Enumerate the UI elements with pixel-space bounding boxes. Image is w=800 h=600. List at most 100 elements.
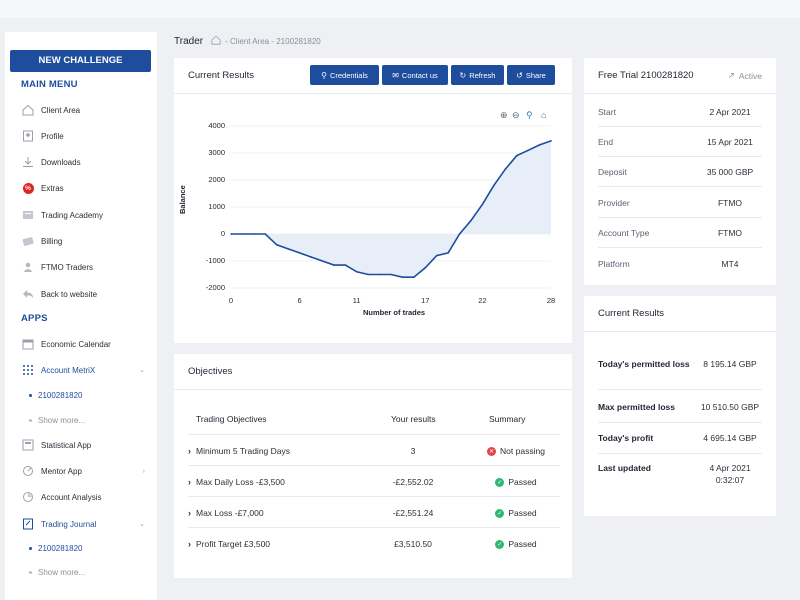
sidebar-item-label: Downloads xyxy=(41,157,81,167)
contact-us-button[interactable]: ✉ Contact us xyxy=(382,65,448,85)
trial-row-provider: Provider FTMO xyxy=(598,188,762,218)
sidebar-item-label: Mentor App xyxy=(41,466,82,476)
y-tick-label: 2000 xyxy=(208,175,225,184)
objective-name: Profit Target £3,500 xyxy=(196,539,271,549)
result-row-max-permitted-loss: Max permitted loss 10 510.50 GBP xyxy=(598,401,762,423)
objective-name: Max Loss -£7,000 xyxy=(196,508,264,518)
main-menu-title: MAIN MENU xyxy=(21,79,78,90)
trial-row-account-type: Account Type FTMO xyxy=(598,218,762,248)
sidebar-item-profile[interactable]: Profile xyxy=(21,128,151,144)
journal-show-more-label: Show more... xyxy=(38,568,86,577)
sidebar-item-back-to-website[interactable]: Back to website xyxy=(21,286,151,302)
sidebar-item-label: Account Analysis xyxy=(41,492,102,502)
row-value: FTMO xyxy=(717,227,743,238)
calendar-icon xyxy=(21,337,35,351)
row-value: 2 Apr 2021 xyxy=(709,106,751,117)
chevron-right-icon: › xyxy=(142,467,145,475)
row-key: Platform xyxy=(598,259,630,269)
user-icon xyxy=(21,129,35,143)
zoom-in-icon[interactable]: ⊕ xyxy=(500,110,508,120)
billing-icon xyxy=(21,234,35,248)
bullet-icon xyxy=(29,571,32,574)
reset-home-icon[interactable]: ⌂ xyxy=(541,110,547,120)
row-key: Today's permitted loss xyxy=(598,359,690,369)
breadcrumb: Trader - Client Area - 2100281820 xyxy=(174,35,321,48)
mentor-icon xyxy=(21,464,35,478)
card-title: Objectives xyxy=(188,366,233,377)
refresh-button[interactable]: ↻ Refresh xyxy=(451,65,504,85)
chevron-down-icon: ⌄ xyxy=(139,521,145,528)
sidebar-item-billing[interactable]: Billing xyxy=(21,233,151,249)
row-key: Max permitted loss xyxy=(598,402,675,412)
sidebar-item-ftmo-traders[interactable]: FTMO Traders xyxy=(21,259,151,275)
chevron-right-icon: › xyxy=(188,508,191,518)
objective-row[interactable]: › Profit Target £3,500 £3,510.50 ✓ Passed xyxy=(188,529,560,559)
objective-name: Max Daily Loss -£3,500 xyxy=(196,477,285,487)
objective-row[interactable]: › Max Loss -£7,000 -£2,551.24 ✓ Passed xyxy=(188,498,560,528)
academy-icon xyxy=(21,208,35,222)
trial-row-end: End 15 Apr 2021 xyxy=(598,127,762,157)
breadcrumb-path: - Client Area - 2100281820 xyxy=(225,37,321,46)
magnify-icon[interactable]: ⚲ xyxy=(526,110,533,120)
share-icon: ↺ xyxy=(516,70,523,80)
sidebar-item-trading-academy[interactable]: Trading Academy xyxy=(21,207,151,223)
zoom-out-icon[interactable]: ⊖ xyxy=(512,110,520,120)
sidebar-item-extras[interactable]: % Extras xyxy=(21,180,151,196)
new-challenge-button[interactable]: NEW CHALLENGE xyxy=(10,50,151,72)
trial-row-deposit: Deposit 35 000 GBP xyxy=(598,157,762,187)
page-title: Trader xyxy=(174,36,204,47)
sidebar: NEW CHALLENGE MAIN MENU Client Area Prof… xyxy=(5,32,157,600)
journal-account-link[interactable]: 2100281820 xyxy=(29,544,83,553)
home-icon[interactable] xyxy=(211,35,221,48)
sidebar-item-label: Profile xyxy=(41,131,64,141)
button-label: Credentials xyxy=(329,70,368,80)
top-bar xyxy=(0,0,800,18)
sidebar-item-label: Trading Journal xyxy=(41,519,97,529)
y-tick-label: -1000 xyxy=(205,256,225,265)
key-icon: ⚲ xyxy=(321,70,327,80)
objective-status: Passed xyxy=(508,539,537,549)
objective-row[interactable]: › Minimum 5 Trading Days 3 ✕ Not passing xyxy=(188,436,560,466)
objectives-card: Objectives xyxy=(174,354,572,578)
objective-result: 3 xyxy=(410,446,416,456)
metrix-show-more[interactable]: Show more... xyxy=(29,416,85,425)
sidebar-item-economic-calendar[interactable]: Economic Calendar xyxy=(21,336,151,352)
row-value: 4 695.14 GBP xyxy=(703,433,757,443)
x-tick-label: 6 xyxy=(297,296,302,305)
sidebar-item-statistical-app[interactable]: Statistical App xyxy=(21,437,151,453)
x-axis-label: Number of trades xyxy=(363,308,426,317)
row-value: MT4 xyxy=(721,259,739,269)
divider xyxy=(174,389,572,390)
result-row-todays-permitted-loss: Today's permitted loss 8 195.14 GBP xyxy=(598,358,762,390)
sidebar-item-account-metrix[interactable]: Account MetriX ⌄ xyxy=(21,362,151,378)
sidebar-item-label: Client Area xyxy=(41,105,81,115)
objective-result: -£2,551.24 xyxy=(392,508,434,518)
sidebar-item-account-analysis[interactable]: Account Analysis xyxy=(21,489,151,505)
sidebar-item-mentor-app[interactable]: Mentor App › xyxy=(21,463,151,479)
check-icon: ✓ xyxy=(495,477,505,487)
share-button[interactable]: ↺ Share xyxy=(507,65,555,85)
row-key: Deposit xyxy=(598,166,627,177)
sidebar-item-client-area[interactable]: Client Area xyxy=(21,102,151,118)
fail-icon: ✕ xyxy=(487,446,497,456)
x-tick-label: 0 xyxy=(228,296,234,305)
button-label: Share xyxy=(525,70,546,80)
percent-icon: % xyxy=(21,181,35,195)
button-label: Refresh xyxy=(469,70,496,80)
credentials-button[interactable]: ⚲ Credentials xyxy=(310,65,379,85)
metrix-icon xyxy=(21,363,35,377)
journal-show-more[interactable]: Show more... xyxy=(29,568,85,577)
metrix-account-link[interactable]: 2100281820 xyxy=(29,391,83,400)
check-icon: ✓ xyxy=(495,539,505,549)
y-axis-label: Balance xyxy=(178,185,187,214)
sidebar-item-label: Economic Calendar xyxy=(41,339,111,349)
objective-result: £3,510.50 xyxy=(394,539,432,549)
col-header-results: Your results xyxy=(391,414,436,424)
row-key: Last updated xyxy=(598,463,651,473)
objective-row[interactable]: › Max Daily Loss -£3,500 -£2,552.02 ✓ Pass… xyxy=(188,467,560,497)
chart-line-icon: ↗ xyxy=(727,70,735,80)
sidebar-item-trading-journal[interactable]: Trading Journal ⌄ xyxy=(21,516,151,532)
download-icon xyxy=(21,155,35,169)
sidebar-item-downloads[interactable]: Downloads xyxy=(21,154,151,170)
back-icon xyxy=(21,287,35,301)
